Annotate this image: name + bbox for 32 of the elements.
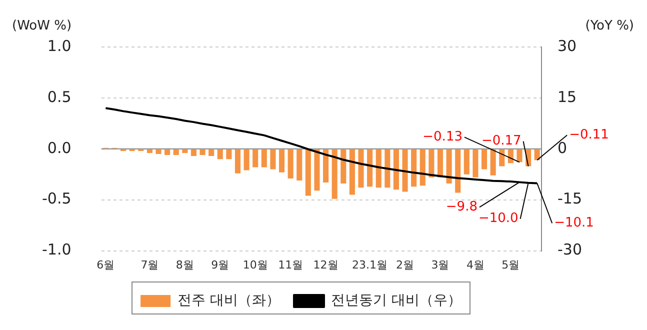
x-tick-label: 6월 <box>96 258 115 272</box>
x-tick-label: 2월 <box>396 258 414 272</box>
x-tick-label: 23.1월 <box>352 258 388 272</box>
x-tick-label: 11월 <box>278 258 304 272</box>
y2-tick-label: -15 <box>558 190 582 208</box>
data-label: −10.0 <box>478 211 518 226</box>
x-tick-label: 12월 <box>313 258 338 272</box>
x-tick-label: 5월 <box>502 258 520 272</box>
y-axis-title: (WoW %) <box>12 18 72 34</box>
y2-tick-label: -30 <box>558 240 582 259</box>
data-label: −9.8 <box>446 200 478 215</box>
y2-axis-title: (YoY %) <box>585 18 634 34</box>
x-tick-label: 3월 <box>431 258 450 272</box>
y2-tick-label: 30 <box>558 36 577 55</box>
y2-tick-label: 15 <box>558 88 577 106</box>
x-tick-label: 8월 <box>176 258 194 272</box>
legend-label: 전주 대비（좌） <box>178 292 280 309</box>
y2-tick-label: 0 <box>558 138 568 157</box>
y-tick-label: -0.5 <box>42 190 72 208</box>
data-label: −0.17 <box>481 134 522 149</box>
x-tick-label: 4월 <box>466 258 484 272</box>
y-tick-label: 0.0 <box>47 138 72 157</box>
y-tick-label: 1.0 <box>47 36 72 55</box>
data-label: −10.1 <box>554 216 594 231</box>
data-label: −0.11 <box>569 127 609 142</box>
x-tick-label: 9월 <box>211 258 230 272</box>
data-label: −0.13 <box>422 130 462 145</box>
y-tick-label: 0.5 <box>47 88 72 106</box>
x-tick-label: 10월 <box>242 258 268 272</box>
legend-label: 전년동기 대비（우） <box>331 292 462 309</box>
x-tick-label: 7월 <box>140 258 159 272</box>
y-tick-label: -1.0 <box>42 240 72 259</box>
